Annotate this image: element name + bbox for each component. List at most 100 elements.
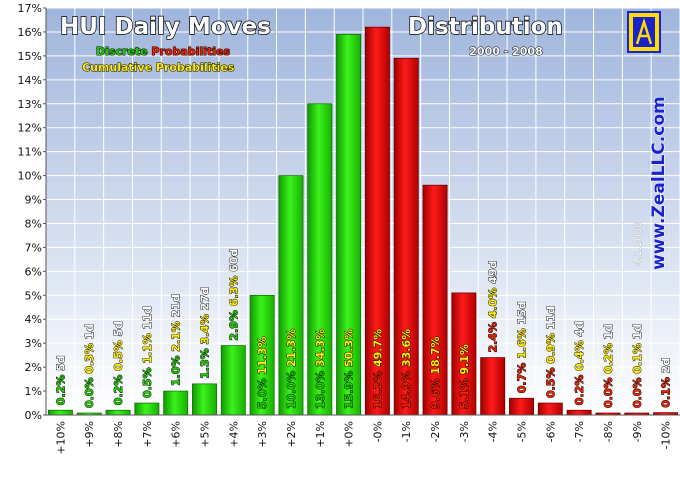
bar-negative (422, 184, 448, 416)
x-tick-label: +1% (314, 421, 327, 448)
cumulative-probability-label: 11.3% (256, 336, 269, 378)
x-tick-label: +7% (141, 421, 154, 448)
x-tick-label: +0% (343, 421, 356, 448)
y-tick-label: 2% (25, 361, 42, 374)
cumulative-probability-label: 0.4% (573, 340, 586, 374)
x-tick-label: -6% (544, 421, 557, 442)
bar-negative (364, 26, 390, 416)
discrete-probability-label: 0.5% (141, 368, 154, 399)
chart-title-left: HUI Daily Moves (60, 14, 271, 40)
x-tick-label: -8% (602, 421, 615, 442)
cumulative-probability-label: 0.1% (631, 343, 644, 377)
y-tick-label: 11% (18, 146, 42, 159)
axes: 0% 1% 2% 3% 4% 5% 6% 7% 8% 9% 10% 11% 12% 13% 14% 15% 16… (18, 2, 680, 455)
day-count-label: 1d (602, 324, 615, 343)
bar-label-stack: 10.0% 21.3% (285, 329, 298, 409)
bar-negative (537, 402, 563, 416)
bar-positive (192, 383, 217, 416)
x-tick-label: -4% (487, 421, 500, 442)
bar-label-stack: 13.0% 34.3% (314, 329, 327, 409)
bar-label-stack: 16.2% 49.7% (371, 329, 384, 409)
bar-positive (163, 390, 189, 416)
bar-label-stack: 2.9% 6.3% 60d (227, 249, 240, 341)
zeal-logo (627, 11, 661, 53)
bar-label-stack: 0.7% 1.6% 15d (516, 301, 529, 393)
discrete-probability-label: 13.0% (314, 371, 327, 409)
bar-label-stack: 1.3% 3.4% 27d (199, 287, 212, 379)
x-tick-label: +6% (170, 421, 183, 448)
bar-label-stack: 15.9% 50.3% (343, 329, 356, 409)
y-tick-label: 14% (18, 74, 42, 87)
bar-label-stack: 0.0% 0.3% 1d (83, 324, 96, 408)
bar-negative (393, 57, 419, 416)
discrete-probability-label: 0.0% (83, 377, 96, 408)
bar-positive (220, 345, 246, 416)
bar-label-stack: 0.2% 5d (54, 355, 67, 405)
cumulative-probability-label: 50.3% (343, 329, 356, 371)
bar-negative (480, 357, 506, 416)
y-tick-label: 6% (25, 265, 42, 278)
bar-negative (509, 397, 534, 416)
discrete-probability-label: 0.2% (573, 375, 586, 406)
day-count-label: 2d (660, 358, 673, 377)
day-count-label: 60d (227, 249, 240, 276)
discrete-probability-label: 14.9% (400, 371, 413, 409)
y-tick-label: 10% (18, 170, 42, 183)
cumulative-probability-label: 33.6% (400, 329, 413, 371)
chart-title-right: Distribution (408, 14, 563, 40)
discrete-probability-label: 0.2% (54, 375, 67, 406)
bar-positive (278, 175, 304, 416)
x-tick-label: -10% (660, 421, 673, 449)
y-tick-label: 5% (25, 289, 42, 302)
bar-positive (336, 33, 362, 416)
date-note: 4.1.2008 (633, 221, 644, 266)
day-count-label: 49d (487, 261, 500, 288)
cumulative-probability-label: 21.3% (285, 329, 298, 371)
bar-label-stack: 0.1% 2d (660, 358, 673, 408)
x-tick-label: +8% (112, 421, 125, 448)
day-count-label: 5d (54, 355, 67, 374)
y-tick-label: 4% (25, 313, 42, 326)
day-count-label: 15d (516, 301, 529, 328)
bar-labels: 0.2% 5d0.0% 0.3% 1d0.2% 0.5% 5d0.5% 1.1%… (54, 248, 673, 409)
bar-label-stack: 2.4% 4.0% 49d (487, 261, 500, 353)
bar-label-stack: 5.1% 9.1% (458, 344, 471, 409)
bars (47, 26, 679, 416)
discrete-probability-label: 0.2% (112, 375, 125, 406)
legend-discrete: Discrete Probabilities (96, 45, 230, 58)
discrete-probability-label: 2.4% (487, 322, 500, 353)
bar-positive (134, 402, 160, 416)
cumulative-probability-label: 18.7% (429, 336, 442, 378)
y-tick-label: 12% (18, 122, 42, 135)
discrete-probability-label: 9.6% (429, 378, 442, 409)
bar-positive (307, 103, 333, 416)
discrete-probability-label: 0.7% (516, 363, 529, 394)
cumulative-probability-label: 6.3% (227, 276, 240, 310)
chart-subtitle: 2000 - 2008 (469, 45, 542, 58)
cumulative-probability-label: 2.1% (170, 321, 183, 355)
day-count-label: 1d (83, 324, 96, 343)
discrete-probability-label: 15.9% (343, 371, 356, 409)
bar-positive (249, 294, 275, 416)
bar-label-stack: 0.2% 0.4% 4d (573, 321, 586, 405)
discrete-probability-label: 1.0% (170, 356, 183, 387)
x-tick-label: -2% (429, 421, 442, 442)
day-count-label: 5d (112, 321, 125, 340)
legend-cumulative: Cumulative Probabilities (82, 61, 235, 74)
bar-positive (47, 409, 73, 416)
y-tick-label: 15% (18, 50, 42, 63)
x-tick-label: -3% (458, 421, 471, 442)
discrete-probability-label: 1.3% (199, 348, 212, 379)
discrete-probability-label: 5.1% (458, 378, 471, 409)
x-tick-label: +10% (54, 421, 67, 455)
y-tick-label: 16% (18, 26, 42, 39)
x-tick-label: +9% (83, 421, 96, 448)
title-block: HUI Daily Moves Distribution 2000 - 2008… (59, 13, 563, 74)
legend-discrete-word: Discrete (96, 45, 148, 58)
bar-label-stack: 1.0% 2.1% 21d (170, 294, 183, 386)
cumulative-probability-label: 49.7% (371, 329, 384, 371)
day-count-label: 1d (631, 324, 644, 343)
day-count-label: 11d (544, 306, 557, 333)
